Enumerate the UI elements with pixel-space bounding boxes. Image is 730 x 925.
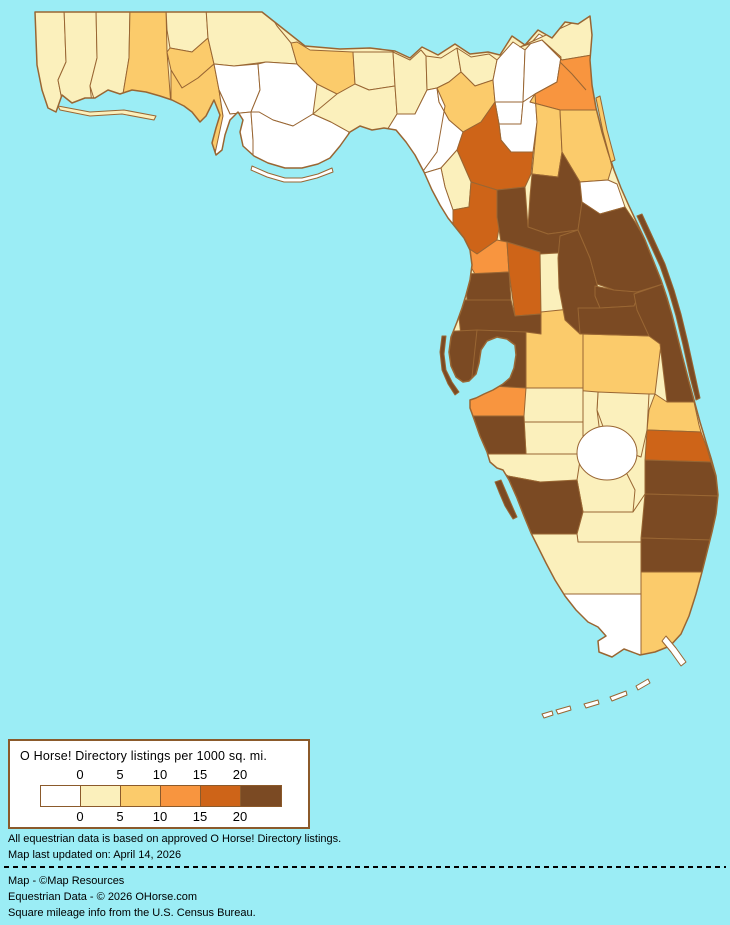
county-leon <box>352 51 396 91</box>
legend-tick-label: 0 <box>76 767 84 782</box>
dashed-divider <box>4 866 726 868</box>
key-largo <box>661 635 687 667</box>
st-johns-barrier-island <box>595 95 616 163</box>
legend-tick-label: 20 <box>232 809 248 824</box>
state-outline <box>34 11 719 658</box>
brevard-barrier-island <box>636 213 701 401</box>
key-island-4 <box>583 699 600 709</box>
legend-color-cell <box>161 786 201 806</box>
legend-tick-label: 5 <box>116 809 124 824</box>
credit-equestrian-data: Equestrian Data - © 2026 OHorse.com <box>8 891 198 903</box>
county-osceola <box>582 333 662 395</box>
legend-tick-label: 5 <box>116 767 124 782</box>
legend-tick-label: 20 <box>232 767 248 782</box>
islands <box>57 95 701 719</box>
note-data-source: All equestrian data is based on approved… <box>8 833 342 845</box>
st-george-island <box>250 165 334 183</box>
legend-color-bar <box>40 785 282 807</box>
legend-color-cell <box>241 786 281 806</box>
legend-tick-label: 10 <box>152 767 168 782</box>
pinellas-barrier-island <box>439 335 460 396</box>
legend-tick-label: 10 <box>152 809 168 824</box>
county-palm-beach <box>640 493 718 541</box>
county-hernando <box>464 271 512 301</box>
legend-color-cell <box>81 786 121 806</box>
st-johns-river-line <box>559 61 587 91</box>
county-martin <box>644 459 718 497</box>
county-desoto <box>523 421 584 455</box>
legend-color-cell <box>121 786 161 806</box>
santa-rosa-island <box>57 105 157 121</box>
county-union <box>494 101 524 125</box>
key-island-5 <box>555 705 572 715</box>
credit-map-resources: Map - ©Map Resources <box>8 875 125 887</box>
county-hardee <box>523 387 584 423</box>
key-west <box>541 710 554 719</box>
legend-ticks-bottom: 0 5 10 15 20 <box>10 809 308 824</box>
key-island-3 <box>609 690 628 702</box>
key-island-2 <box>635 678 651 691</box>
lake-okeechobee <box>576 425 638 481</box>
county-st-lucie <box>644 429 712 463</box>
county-polygons <box>35 12 718 657</box>
legend-color-cell <box>41 786 81 806</box>
legend-box: O Horse! Directory listings per 1000 sq.… <box>8 739 310 829</box>
legend-tick-label: 0 <box>76 809 84 824</box>
legend-tick-label: 15 <box>192 767 208 782</box>
county-indian-river <box>646 393 702 433</box>
county-broward <box>640 537 712 573</box>
legend-tick-label: 15 <box>192 809 208 824</box>
note-last-updated: Map last updated on: April 14, 2026 <box>8 849 182 861</box>
sanibel-island <box>494 479 518 520</box>
credit-census-bureau: Square mileage info from the U.S. Census… <box>8 907 256 919</box>
legend-color-cell <box>201 786 241 806</box>
legend-title: O Horse! Directory listings per 1000 sq.… <box>20 749 268 763</box>
legend-ticks-top: 0 5 10 15 20 <box>10 767 308 782</box>
